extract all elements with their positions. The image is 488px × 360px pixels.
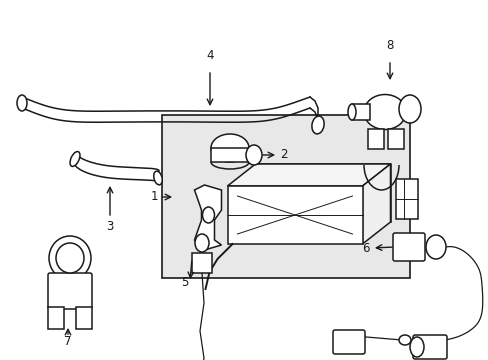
Bar — [162, 115, 409, 278]
Ellipse shape — [153, 171, 162, 185]
FancyBboxPatch shape — [412, 335, 446, 359]
Ellipse shape — [398, 95, 420, 123]
Polygon shape — [227, 164, 390, 186]
Text: 6: 6 — [362, 242, 369, 255]
Ellipse shape — [311, 116, 324, 134]
FancyBboxPatch shape — [392, 233, 424, 261]
Bar — [351, 104, 369, 120]
FancyBboxPatch shape — [48, 273, 92, 309]
Text: 3: 3 — [106, 220, 113, 233]
Ellipse shape — [425, 235, 445, 259]
Bar — [48, 307, 64, 329]
FancyBboxPatch shape — [332, 330, 364, 354]
Ellipse shape — [347, 104, 355, 120]
Ellipse shape — [210, 134, 248, 162]
Text: 2: 2 — [280, 148, 287, 162]
Ellipse shape — [195, 234, 208, 252]
Polygon shape — [194, 185, 221, 250]
Text: 4: 4 — [206, 49, 213, 62]
Ellipse shape — [398, 335, 410, 345]
Polygon shape — [255, 164, 390, 222]
Ellipse shape — [49, 236, 91, 280]
Polygon shape — [362, 164, 390, 244]
Text: 1: 1 — [150, 190, 158, 203]
Polygon shape — [227, 186, 362, 244]
Ellipse shape — [363, 94, 405, 130]
Bar — [76, 307, 92, 329]
Ellipse shape — [70, 152, 80, 166]
Text: 8: 8 — [386, 39, 393, 52]
Ellipse shape — [245, 145, 262, 165]
Ellipse shape — [56, 243, 84, 273]
Ellipse shape — [17, 95, 27, 111]
Text: 5: 5 — [180, 275, 187, 288]
Text: 7: 7 — [64, 335, 72, 348]
Ellipse shape — [409, 337, 423, 357]
Bar — [210, 148, 248, 162]
Bar — [395, 179, 417, 219]
Bar — [192, 253, 212, 273]
Ellipse shape — [202, 207, 214, 223]
Bar — [367, 129, 383, 149]
Bar — [387, 129, 403, 149]
